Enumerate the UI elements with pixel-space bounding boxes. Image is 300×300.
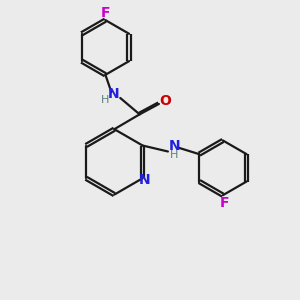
Text: O: O — [160, 94, 171, 108]
Text: H: H — [101, 95, 110, 105]
Text: N: N — [169, 139, 180, 153]
Text: H: H — [170, 150, 178, 160]
Text: N: N — [108, 87, 120, 101]
Text: N: N — [138, 173, 150, 187]
Text: F: F — [101, 6, 110, 20]
Text: F: F — [220, 196, 229, 210]
